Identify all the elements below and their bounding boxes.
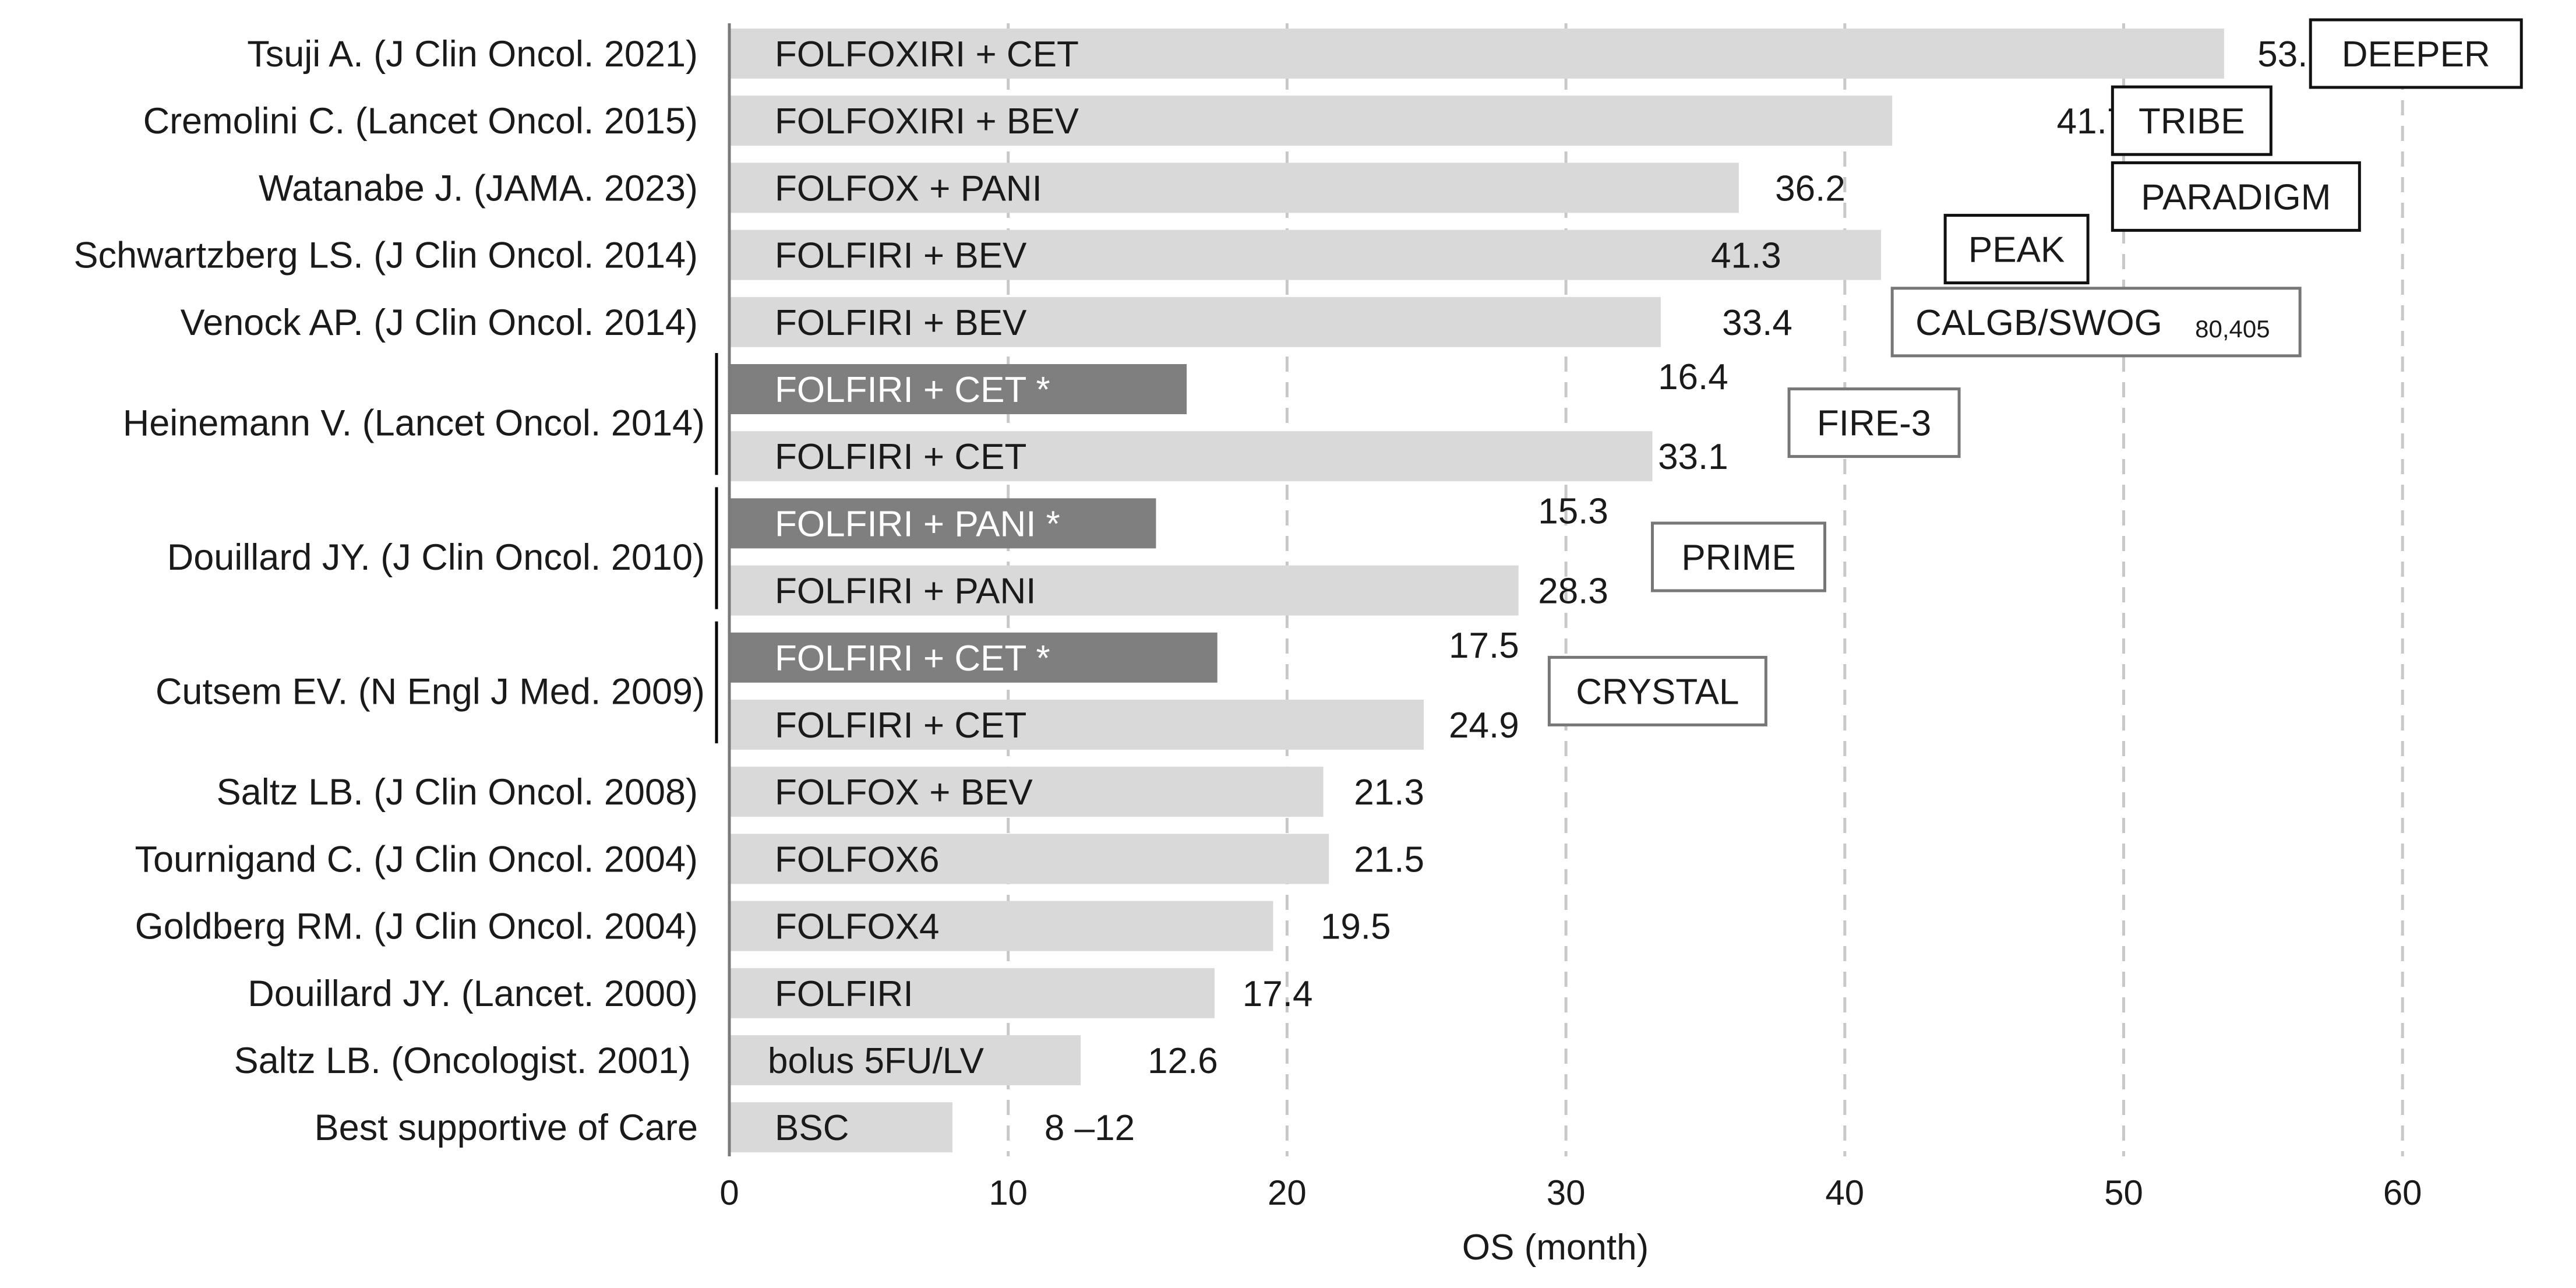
x-tick-label: 30 xyxy=(1547,1173,1586,1212)
study-label: Schwartzberg LS. (J Clin Oncol. 2014) xyxy=(74,235,698,276)
bar xyxy=(729,565,1519,616)
trial-box xyxy=(1890,287,2302,358)
bar xyxy=(729,29,2224,79)
trial-box xyxy=(2111,85,2272,156)
trial-name-subscript: 80,405 xyxy=(2195,315,2270,343)
trial-name: PEAK xyxy=(1968,230,2065,270)
trial-box xyxy=(1787,387,1961,458)
bar-regimen-label: FOLFOX6 xyxy=(775,839,940,880)
x-tick-label: 0 xyxy=(719,1173,739,1212)
bar-regimen-label: FOLFOX + PANI xyxy=(775,168,1042,209)
bar-regimen-label: BSC xyxy=(775,1108,849,1148)
bar-value-label: 24.9 xyxy=(1449,705,1519,746)
trial-box xyxy=(1943,214,2090,285)
bar xyxy=(729,230,1882,280)
study-label: Tournigand C. (J Clin Oncol. 2004) xyxy=(135,839,698,880)
study-label: Saltz LB. (J Clin Oncol. 2008) xyxy=(217,772,698,813)
x-tick-label: 40 xyxy=(1825,1173,1864,1212)
trial-name: PRIME xyxy=(1681,538,1795,578)
bar-regimen-label: FOLFIRI + CET * xyxy=(775,370,1050,410)
study-label: Cutsem EV. (N Engl J Med. 2009) xyxy=(156,671,705,712)
x-tick-label: 20 xyxy=(1268,1173,1307,1212)
bar xyxy=(729,364,1187,414)
bar xyxy=(729,297,1661,347)
trial-layer: DEEPER TRIBE PARADIGM PEAK CALGB/SWOG 80,405 F… xyxy=(1547,18,2523,726)
bar-regimen-label: FOLFIRI + BEV xyxy=(775,236,1027,276)
bar-value-label: 17.4 xyxy=(1243,974,1313,1014)
bar-regimen-label: bolus 5FU/LV xyxy=(768,1041,984,1081)
bar-value-label: 21.5 xyxy=(1354,839,1424,880)
bar-value-label: 33.4 xyxy=(1722,303,1792,343)
bar-regimen-label: FOLFIRI xyxy=(775,974,913,1014)
study-label: Watanabe J. (JAMA. 2023) xyxy=(259,168,698,209)
trial-name: TRIBE xyxy=(2139,101,2245,142)
bar-value-label: 41.3 xyxy=(1711,236,1781,276)
x-axis-title: OS (month) xyxy=(1462,1227,1649,1268)
bar xyxy=(729,968,1215,1018)
bar xyxy=(729,431,1653,482)
bar xyxy=(729,632,1218,683)
bar-regimen-label: FOLFOX4 xyxy=(775,907,940,947)
bar-value-label: 19.5 xyxy=(1321,907,1391,947)
bar xyxy=(729,96,1893,146)
study-label: Goldberg RM. (J Clin Oncol. 2004) xyxy=(135,906,698,947)
bar-regimen-label: FOLFIRI + PANI xyxy=(775,571,1036,612)
bar-value-label: 21.3 xyxy=(1354,772,1424,813)
bar-value-label: 12.6 xyxy=(1148,1041,1218,1081)
study-label: Best supportive of Care xyxy=(315,1107,698,1148)
bar-value-label: 36.2 xyxy=(1775,168,1845,209)
bar-regimen-label: FOLFOXIRI + BEV xyxy=(775,101,1079,142)
bar-regimen-label: FOLFIRI + CET * xyxy=(775,638,1050,679)
study-label: Tsuji A. (J Clin Oncol. 2021) xyxy=(247,34,698,75)
trial-name: DEEPER xyxy=(2342,34,2490,75)
bar-value-label: 33.1 xyxy=(1658,437,1728,477)
x-tick-label: 50 xyxy=(2104,1173,2143,1212)
trial-box xyxy=(2111,161,2361,232)
bar xyxy=(729,498,1156,549)
bar xyxy=(729,700,1424,750)
study-label: Saltz LB. (Oncologist. 2001) xyxy=(234,1040,691,1081)
bar-value-label: 15.3 xyxy=(1538,491,1608,531)
bar xyxy=(729,1035,1081,1085)
bar-value-label: 17.5 xyxy=(1449,626,1519,666)
study-label: Douillard JY. (Lancet. 2000) xyxy=(248,973,698,1014)
trial-box xyxy=(2309,18,2523,89)
study-label: Douillard JY. (J Clin Oncol. 2010) xyxy=(167,537,705,578)
trial-box xyxy=(1650,521,1826,592)
x-tick-label: 60 xyxy=(2383,1173,2422,1212)
bar-layer xyxy=(729,29,2224,1153)
study-label: Cremolini C. (Lancet Oncol. 2015) xyxy=(143,101,698,142)
x-tick-label: 10 xyxy=(989,1173,1028,1212)
bar xyxy=(729,834,1329,884)
bar-value-label: 28.3 xyxy=(1538,571,1608,612)
bar-regimen-label: FOLFOXIRI + CET xyxy=(775,34,1079,75)
trial-box xyxy=(1547,655,1767,726)
bar-regimen-label: FOLFIRI + CET xyxy=(775,437,1026,477)
bar-value-label: 8 –12 xyxy=(1044,1108,1135,1148)
bar xyxy=(729,1102,952,1153)
bar-regimen-label: FOLFOX + BEV xyxy=(775,772,1033,813)
bar-regimen-label: FOLFIRI + PANI * xyxy=(775,504,1060,544)
study-label: Heinemann V. (Lancet Oncol. 2014) xyxy=(123,403,705,444)
trial-name: CRYSTAL xyxy=(1576,672,1739,712)
axis-layer: 0 10 20 30 40 50 60 xyxy=(719,23,2422,1212)
bar-regimen-label: FOLFIRI + CET xyxy=(775,705,1026,746)
study-label: Venock AP. (J Clin Oncol. 2014) xyxy=(181,302,698,343)
bar-value-label: 16.4 xyxy=(1658,357,1728,397)
trial-name: CALGB/SWOG xyxy=(1915,303,2162,343)
trial-name: PARADIGM xyxy=(2141,177,2331,217)
bar xyxy=(729,767,1324,817)
bar-regimen-label: FOLFIRI + BEV xyxy=(775,303,1027,343)
trial-name: FIRE-3 xyxy=(1817,404,1931,444)
bar xyxy=(729,901,1273,951)
bar xyxy=(729,163,1739,213)
